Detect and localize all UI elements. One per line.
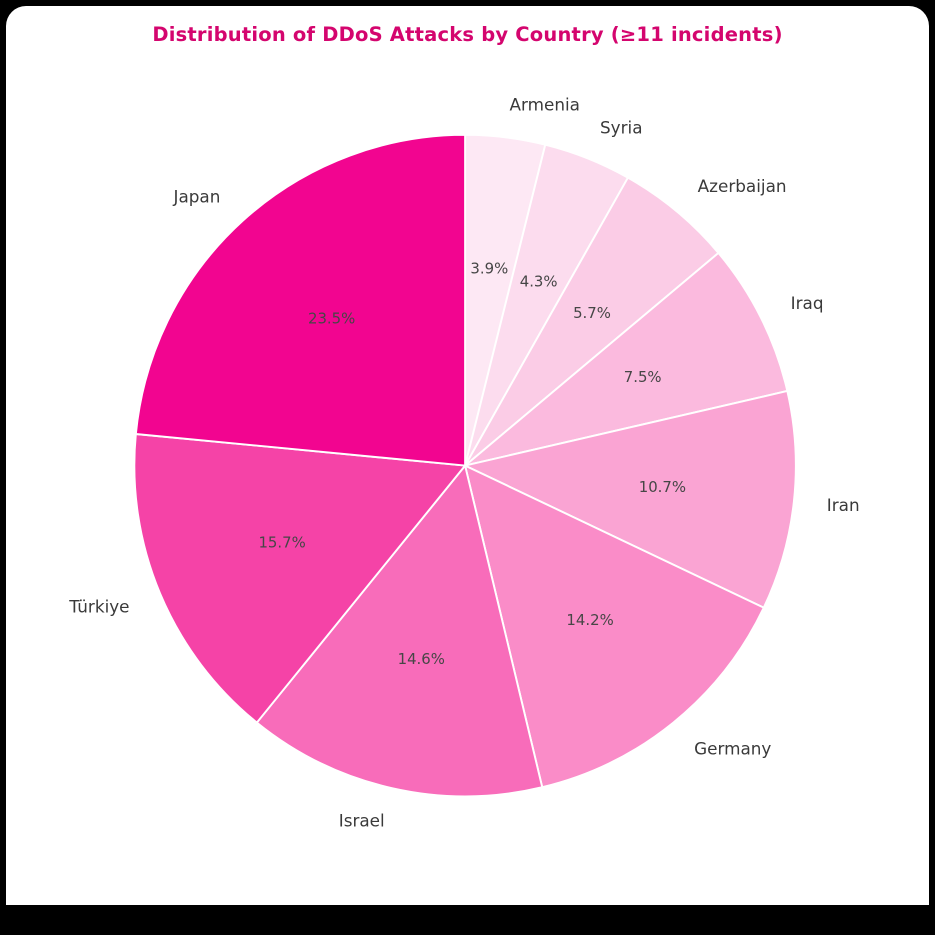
country-label-japan: Japan: [172, 186, 220, 206]
pct-label-turkiye: 15.7%: [258, 533, 305, 551]
pct-label-iraq: 7.5%: [624, 368, 662, 386]
pct-label-israel: 14.6%: [398, 650, 445, 668]
country-label-iran: Iran: [827, 495, 860, 515]
pie-slice-turkiye: [133, 433, 467, 724]
pie-slice-germany: [464, 464, 765, 789]
country-label-azerbaijan: Azerbaijan: [698, 176, 787, 196]
pct-label-iran: 10.7%: [639, 478, 686, 496]
country-label-israel: Israel: [339, 810, 385, 830]
country-label-armenia: Armenia: [510, 94, 580, 114]
pct-label-germany: 14.2%: [566, 611, 613, 629]
pie-slice-israel: [255, 464, 544, 798]
pie-slice-japan: [134, 133, 467, 467]
pie-slice-iraq: [464, 251, 789, 467]
pct-label-japan: 23.5%: [308, 310, 355, 328]
pct-label-armenia: 3.9%: [470, 260, 508, 278]
country-label-syria: Syria: [600, 118, 643, 138]
pct-label-syria: 4.3%: [520, 272, 558, 290]
country-label-turkiye: Türkiye: [68, 596, 129, 616]
chart-title: Distribution of DDoS Attacks by Country …: [152, 23, 783, 46]
pct-label-azerbaijan: 5.7%: [573, 304, 611, 322]
pie-chart: 3.9% Armenia 4.3% Syria 5.7% Azerbaijan 7.5% Ir…: [68, 94, 860, 830]
country-label-iraq: Iraq: [791, 293, 824, 313]
country-label-germany: Germany: [694, 738, 771, 758]
pie-slice-iran: [464, 390, 797, 609]
